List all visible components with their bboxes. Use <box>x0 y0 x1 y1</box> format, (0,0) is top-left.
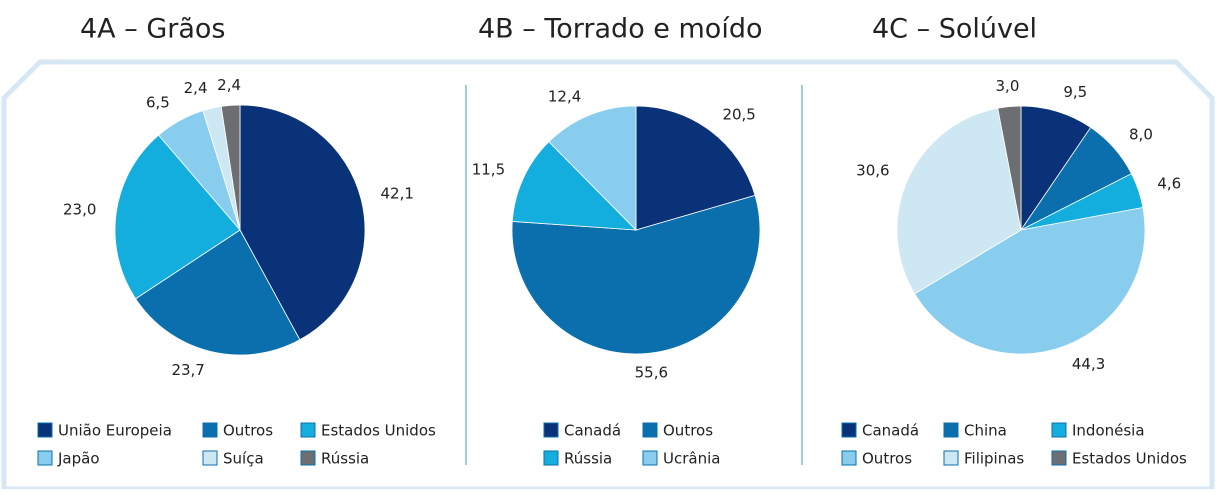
value-label: 23,7 <box>171 361 204 379</box>
legend-swatch <box>1051 450 1067 466</box>
value-label: 3,0 <box>996 77 1020 95</box>
legend-swatch <box>37 422 53 438</box>
chart-title: 4B – Torrado e moído <box>478 14 762 45</box>
legend-swatch <box>841 422 857 438</box>
legend-label: Ucrânia <box>663 450 720 468</box>
legend-label: Outros <box>663 422 713 440</box>
legend-swatch <box>543 422 559 438</box>
value-label: 30,6 <box>856 162 889 180</box>
legend-swatch <box>202 450 218 466</box>
value-label: 44,3 <box>1072 355 1105 373</box>
chart-title: 4A – Grãos <box>80 14 225 45</box>
value-label: 8,0 <box>1129 125 1153 143</box>
pie-slice <box>511 194 761 355</box>
legend-label: Canadá <box>862 422 919 440</box>
value-label: 20,5 <box>722 105 755 123</box>
pie-slice <box>135 229 301 356</box>
legend-swatch <box>1051 422 1067 438</box>
pie-slice <box>635 105 756 231</box>
pie-slice <box>997 105 1022 231</box>
legend-label: Rússia <box>564 450 612 468</box>
pie-slice <box>548 105 637 231</box>
legend-swatch <box>943 450 959 466</box>
value-label: 2,4 <box>184 79 208 97</box>
legend-label: União Europeia <box>58 422 172 440</box>
value-label: 4,6 <box>1157 174 1181 192</box>
chart-title: 4C – Solúvel <box>872 14 1037 45</box>
legend-label: Outros <box>223 422 273 440</box>
legend-swatch <box>943 422 959 438</box>
pie-slice <box>220 104 241 231</box>
pie-slice <box>114 134 241 300</box>
legend-swatch <box>202 422 218 438</box>
legend-swatch <box>642 422 658 438</box>
value-label: 55,6 <box>635 364 668 382</box>
legend-swatch <box>300 422 316 438</box>
legend-label: Japão <box>57 450 100 468</box>
value-label: 2,4 <box>217 76 241 94</box>
pie-slice <box>239 104 366 341</box>
legend-label: Rússia <box>321 450 369 468</box>
legend-swatch <box>37 450 53 466</box>
value-label: 42,1 <box>381 185 414 203</box>
legend-label: Suíça <box>223 450 264 468</box>
legend-swatch <box>841 450 857 466</box>
legend-label: Indonésia <box>1072 422 1145 440</box>
legend-swatch <box>543 450 559 466</box>
pie-slice <box>896 107 1022 295</box>
value-label: 12,4 <box>548 87 581 105</box>
legend-label: Estados Unidos <box>1072 450 1187 468</box>
legend-label: Outros <box>862 450 912 468</box>
value-label: 11,5 <box>472 160 505 178</box>
legend-label: Canadá <box>564 422 621 440</box>
legend-label: Estados Unidos <box>321 422 436 440</box>
value-label: 23,0 <box>63 200 96 218</box>
legend-label: China <box>964 422 1007 440</box>
pie-slice <box>914 207 1146 355</box>
value-label: 9,5 <box>1063 83 1087 101</box>
legend-label: Filipinas <box>964 450 1024 468</box>
pie-slice <box>511 141 638 231</box>
legend-swatch <box>642 450 658 466</box>
legend-swatch <box>300 450 316 466</box>
value-label: 6,5 <box>146 94 170 112</box>
